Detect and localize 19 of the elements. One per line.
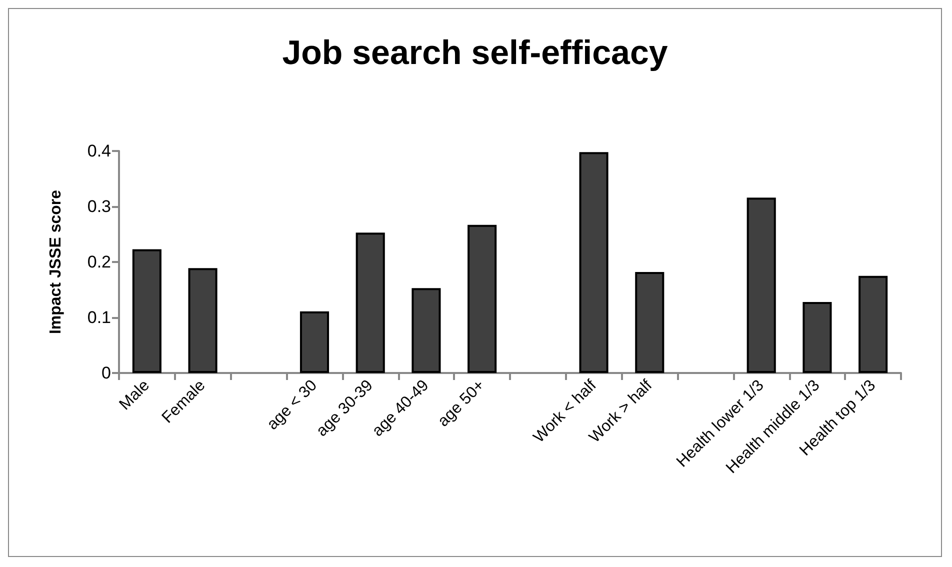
bar (300, 311, 330, 373)
bar (132, 249, 162, 373)
bar (858, 276, 888, 373)
bar (802, 302, 832, 373)
y-axis-title: Impact JSSE score (48, 190, 64, 334)
bar (635, 272, 664, 373)
bar (188, 268, 218, 373)
bar (746, 198, 776, 373)
y-tick-label: 0.4 (87, 142, 111, 160)
y-tick-label: 0.2 (87, 252, 111, 272)
bar (468, 224, 497, 373)
bar (412, 288, 441, 373)
bar (356, 232, 385, 373)
x-tick-label: age 50+ (434, 376, 488, 430)
y-tick-label: 0.1 (87, 308, 111, 327)
bar (579, 152, 608, 373)
y-tick-label: 0 (102, 364, 111, 382)
y-tick-label: 0.3 (87, 197, 111, 216)
chart-title: Job search self-efficacy (282, 34, 668, 72)
